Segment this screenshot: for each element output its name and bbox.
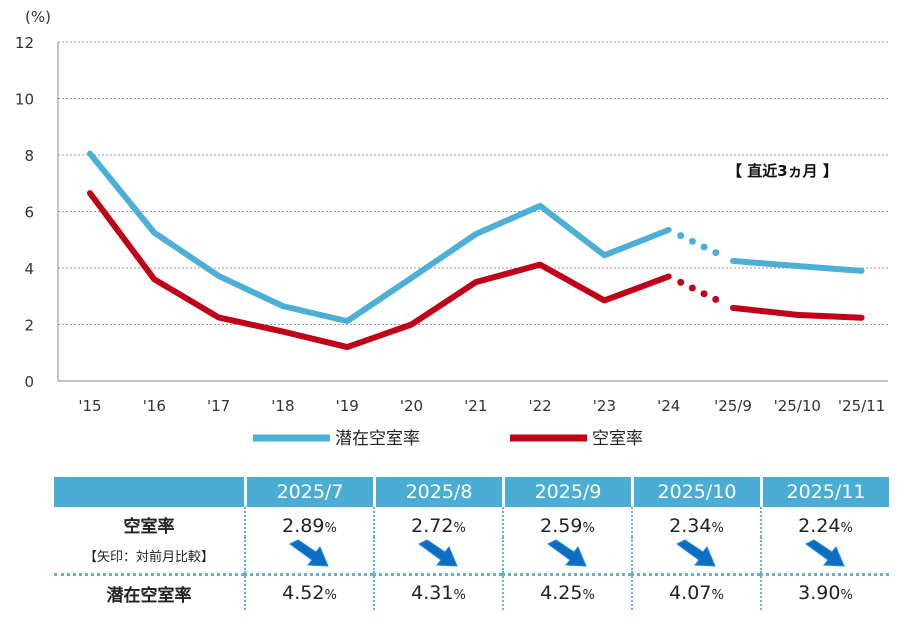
x-tick-label: '18: [271, 397, 294, 415]
y-tick-label: 8: [24, 147, 34, 165]
trend-cell: [373, 537, 502, 573]
vacancy-value: 2.24%: [760, 507, 889, 537]
down-arrow-icon: [676, 539, 715, 567]
row-label-vacancy: 空室率: [123, 517, 175, 537]
down-arrow-icon: [289, 539, 328, 567]
y-tick-label: 2: [24, 317, 34, 335]
x-tick-label: '22: [528, 397, 551, 415]
y-tick-label: 10: [15, 91, 34, 109]
series-connector-dotted: [677, 232, 729, 261]
x-tick-label: '16: [143, 397, 166, 415]
series-line-annual: [87, 190, 672, 351]
legend-label-potential: 潜在空室率: [335, 429, 420, 449]
table-row-vacancy: 空室率 2.89% 2.72% 2.59% 2.34% 2.24%: [54, 507, 889, 537]
vacancy-value: 2.72%: [373, 507, 502, 537]
table-row-arrows: 【矢印：対前月比較】: [54, 537, 889, 573]
legend: 潜在空室率 空室率: [253, 429, 643, 449]
x-tick-label: '20: [400, 397, 423, 415]
recent-months-annotation: 【 直近3ヵ月 】: [727, 162, 838, 180]
potential-value: 4.31%: [373, 573, 502, 610]
table-row-potential: 潜在空室率 4.52% 4.31% 4.25% 4.07% 3.90%: [54, 573, 889, 610]
vacancy-summary-table: 2025/7 2025/8 2025/9 2025/10 2025/11 空室率…: [54, 477, 889, 610]
arrow-note: 【矢印：対前月比較】: [83, 549, 214, 565]
down-arrow-icon: [418, 539, 457, 567]
trend-cell: [244, 537, 373, 573]
header-month: 2025/10: [631, 477, 760, 507]
line-chart: 0 2 4 6 8 10 12 '15 '16 '17 '18 '19 '20 '21 '22 '23 '24…: [15, 8, 888, 449]
y-tick-label: 0: [24, 373, 34, 391]
table-header-row: 2025/7 2025/8 2025/9 2025/10 2025/11: [54, 477, 889, 507]
potential-value: 4.52%: [244, 573, 373, 610]
x-tick-label: '25/11: [838, 397, 885, 415]
down-arrow-icon: [547, 539, 586, 567]
x-tick-label: '19: [336, 397, 359, 415]
vacancy-value: 2.34%: [631, 507, 760, 537]
row-label-potential: 潜在空室率: [54, 573, 244, 610]
x-tick-label: '24: [657, 397, 680, 415]
header-month: 2025/11: [760, 477, 889, 507]
potential-value: 3.90%: [760, 573, 889, 610]
y-tick-label: 6: [24, 204, 34, 222]
x-tick-label: '25/10: [774, 397, 821, 415]
series-lines: [87, 150, 865, 351]
trend-cell: [760, 537, 889, 573]
y-tick-label: 4: [24, 260, 34, 278]
header-blank: [54, 477, 244, 507]
y-tick-label: 12: [15, 34, 34, 52]
x-tick-label: '23: [593, 397, 616, 415]
series-line-recent: [730, 304, 865, 321]
down-arrow-icon: [805, 539, 844, 567]
grid-lines: [57, 41, 888, 382]
x-tick-label: '15: [78, 397, 101, 415]
header-month: 2025/8: [373, 477, 502, 507]
potential-value: 4.07%: [631, 573, 760, 610]
vacancy-value: 2.89%: [244, 507, 373, 537]
y-tick-labels: 0 2 4 6 8 10 12: [15, 34, 34, 391]
potential-value: 4.25%: [502, 573, 631, 610]
y-unit-label: (%): [25, 8, 51, 26]
vacancy-value: 2.59%: [502, 507, 631, 537]
x-tick-label: '21: [464, 397, 487, 415]
series-line-recent: [730, 257, 865, 274]
trend-cell: [502, 537, 631, 573]
header-month: 2025/9: [502, 477, 631, 507]
header-month: 2025/7: [244, 477, 373, 507]
series-line-annual: [87, 150, 672, 325]
x-tick-label: '17: [207, 397, 230, 415]
trend-cell: [631, 537, 760, 573]
x-tick-labels: '15 '16 '17 '18 '19 '20 '21 '22 '23 '24 '25/9 '25/1…: [78, 397, 885, 415]
series-connector-dotted: [677, 278, 729, 308]
x-tick-label: '25/9: [714, 397, 752, 415]
legend-label-vacancy: 空室率: [592, 429, 643, 449]
